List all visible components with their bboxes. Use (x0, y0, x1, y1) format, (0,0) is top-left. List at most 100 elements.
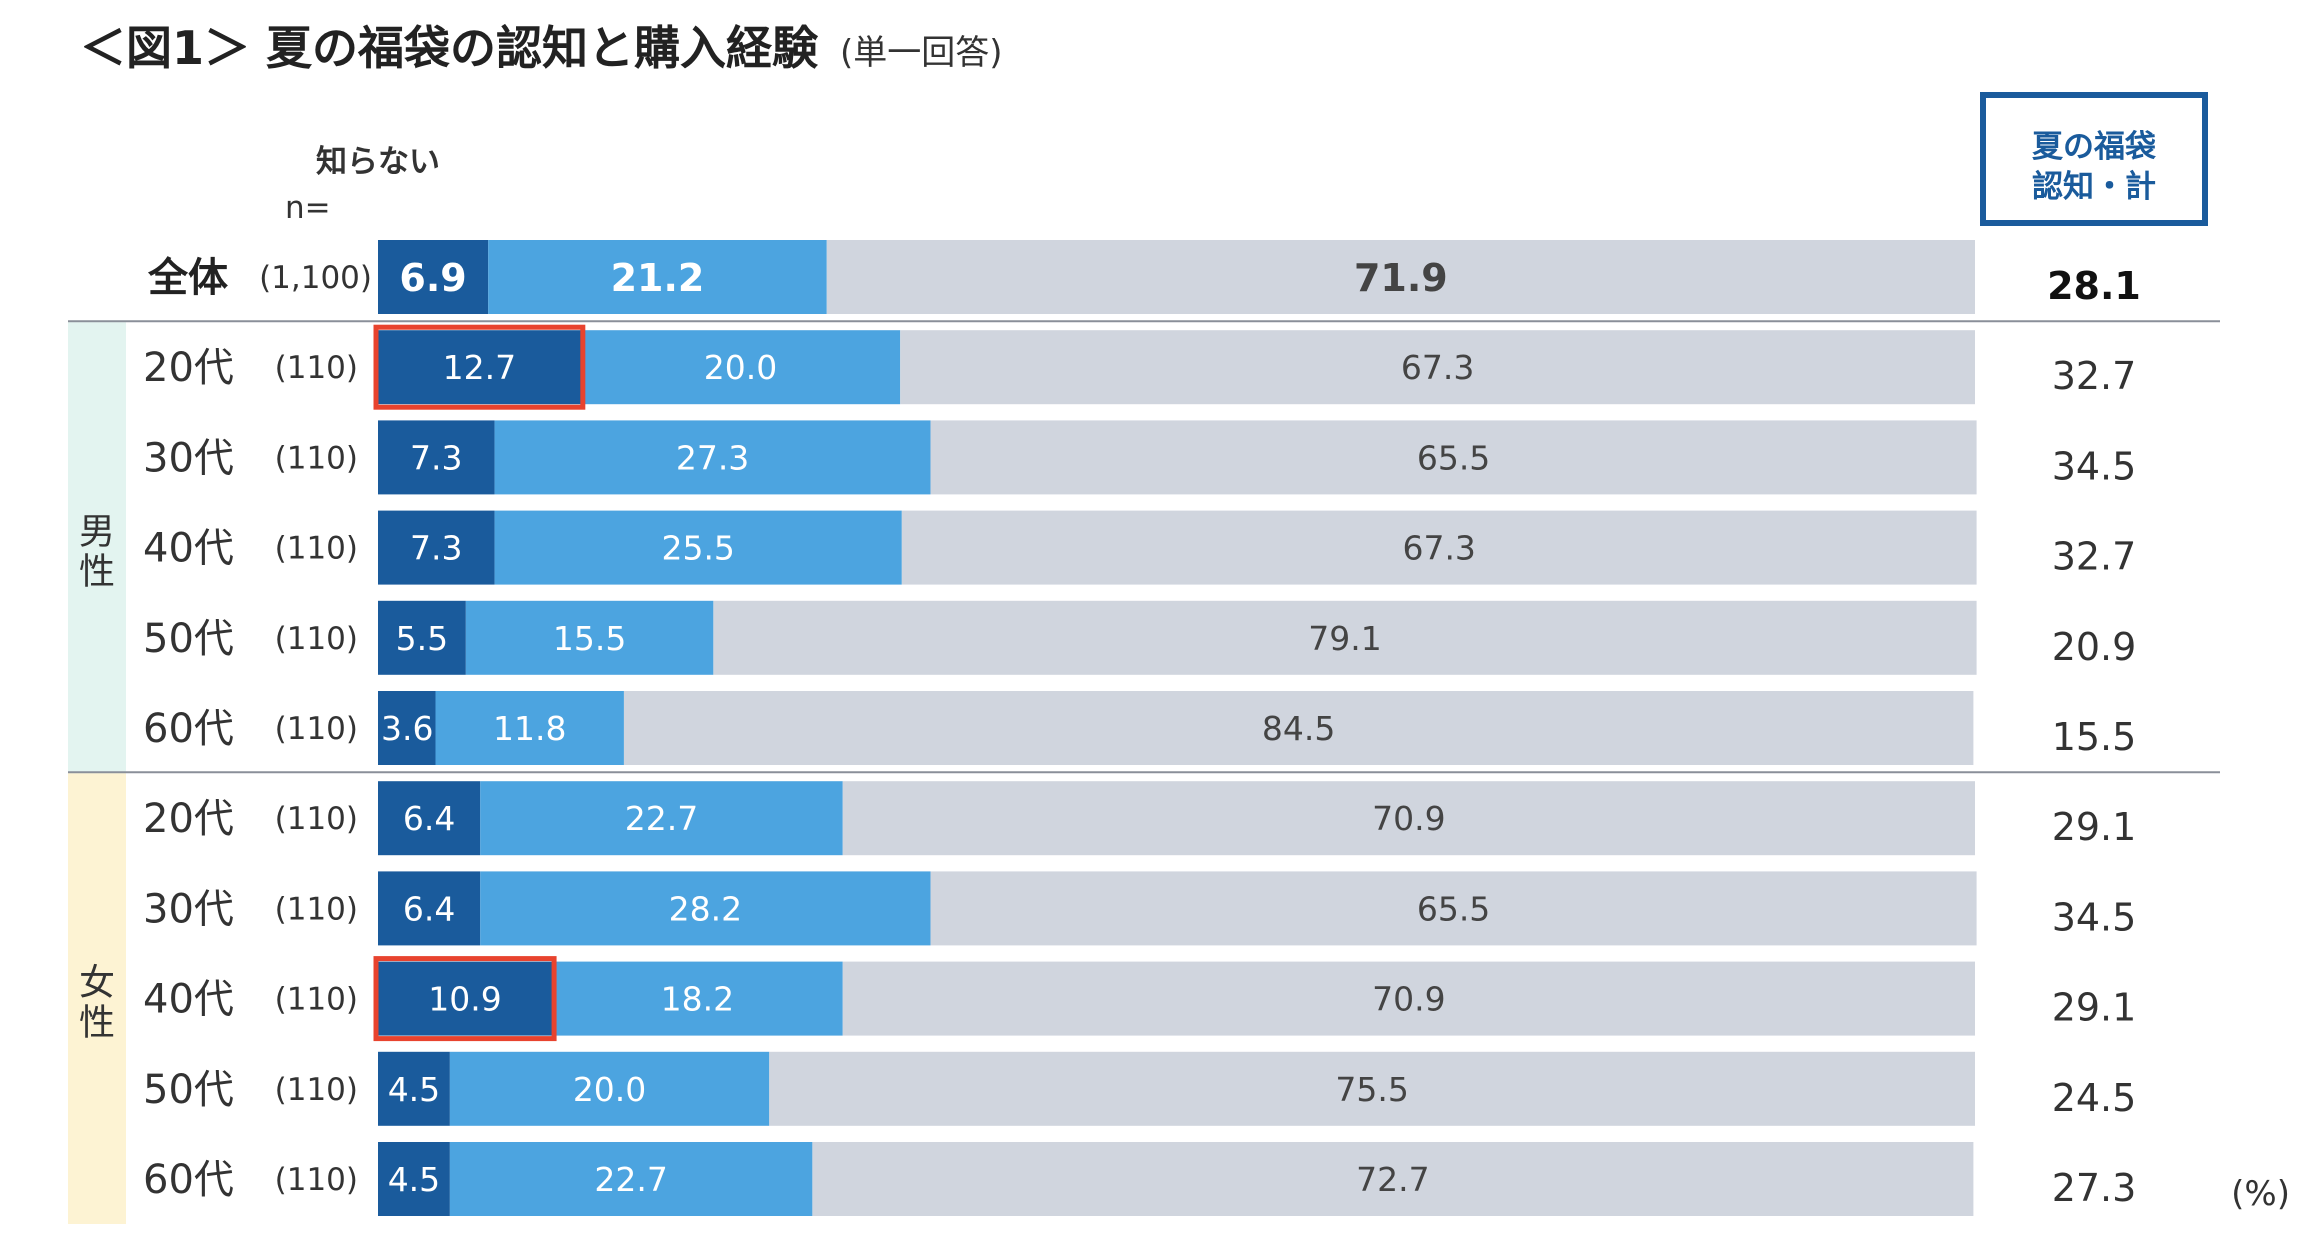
bar-segment-3 (623, 691, 1974, 765)
total-value: 15.5 (2052, 715, 2137, 759)
group-label-char: 女 (79, 963, 115, 1004)
bar-segment-2 (494, 510, 902, 585)
data-label: 20.0 (704, 348, 777, 387)
total-value: 20.9 (2052, 625, 2137, 669)
data-label: 6.9 (399, 256, 466, 300)
data-label: 21.2 (611, 256, 705, 300)
bar-segment-2 (465, 600, 714, 675)
data-label: 6.4 (403, 799, 455, 838)
bar-segment-1 (378, 510, 495, 585)
bar-segment-3 (930, 871, 1977, 946)
data-label: 71.9 (1354, 256, 1448, 300)
bar-segment-3 (930, 420, 1977, 495)
bar-segment-2 (580, 330, 901, 405)
bar-segment-3 (842, 961, 1975, 1036)
data-label: 79.1 (1308, 619, 1381, 658)
row-n: (110) (275, 531, 358, 567)
row-label: 60代 (143, 706, 234, 752)
total-value: 28.1 (2047, 264, 2141, 308)
data-label: 22.7 (594, 1160, 667, 1199)
total-header-box (1980, 92, 2208, 226)
data-label: 70.9 (1372, 980, 1445, 1019)
bar-segment-3 (901, 510, 1977, 585)
bar-segment-1 (378, 240, 489, 314)
bar-segment-3 (769, 1051, 1975, 1126)
data-label: 22.7 (625, 799, 698, 838)
total-value: 34.5 (2052, 444, 2137, 488)
row-n: (110) (275, 440, 358, 476)
chart-title: ＜図1＞ 夏の福袋の認知と購入経験 (80, 21, 819, 75)
bar-segment-3 (826, 240, 1975, 314)
group-label-char: 性 (79, 552, 115, 593)
row-n: (110) (275, 801, 358, 837)
total-value: 24.5 (2052, 1076, 2137, 1120)
n-label: n= (285, 190, 331, 226)
data-label: 11.8 (493, 709, 566, 748)
bar-segment-1 (378, 420, 495, 495)
data-label: 67.3 (1401, 348, 1474, 387)
data-label: 70.9 (1372, 799, 1445, 838)
row-n: (1,100) (259, 260, 372, 296)
bar-segment-1 (378, 1051, 450, 1126)
highlight-box (373, 956, 557, 1042)
total-value: 29.1 (2052, 986, 2137, 1030)
row-label: 20代 (143, 345, 234, 391)
data-label: 7.3 (410, 529, 462, 568)
data-label: 18.2 (661, 980, 734, 1019)
row-label: 60代 (143, 1157, 234, 1203)
data-label: 67.3 (1402, 529, 1475, 568)
row-label: 50代 (143, 1067, 234, 1113)
bar-segment-1 (378, 330, 581, 405)
legend-label-2: 知っているが、買ったことはない (147, 144, 610, 180)
data-label: 7.3 (410, 438, 462, 477)
data-label: 10.9 (428, 980, 501, 1019)
data-label: 65.5 (1417, 889, 1490, 928)
row-n: (110) (275, 891, 358, 927)
row-n: (110) (275, 621, 358, 657)
row-label: 30代 (143, 435, 234, 481)
row-n: (110) (275, 982, 358, 1018)
group-label-char: 男 (79, 512, 115, 553)
row-label: 20代 (143, 796, 234, 842)
data-label: 75.5 (1335, 1070, 1408, 1109)
bar-segment-1 (378, 961, 553, 1036)
bar-segment-1 (378, 600, 466, 675)
row-label: 30代 (143, 886, 234, 932)
data-label: 4.5 (388, 1160, 440, 1199)
data-label: 72.7 (1356, 1160, 1429, 1199)
bar-segment-2 (480, 871, 931, 946)
row-label: 50代 (143, 616, 234, 662)
bar-segment-1 (378, 871, 481, 946)
bar-segment-2 (449, 1142, 813, 1216)
unit-label: (%) (2231, 1174, 2290, 1214)
data-label: 84.5 (1262, 709, 1335, 748)
data-label: 15.5 (553, 619, 626, 658)
bar-segment-3 (812, 1142, 1974, 1216)
bar-segment-1 (378, 781, 481, 856)
data-label: 12.7 (443, 348, 516, 387)
bar-segment-2 (494, 420, 931, 495)
bar-segment-2 (449, 1051, 770, 1126)
group-band-1 (68, 322, 126, 773)
row-n: (110) (275, 711, 358, 747)
total-value: 32.7 (2052, 354, 2137, 398)
row-n: (110) (275, 350, 358, 386)
total-value: 27.3 (2052, 1166, 2137, 1210)
row-label: 40代 (143, 977, 234, 1023)
group-band-2 (68, 773, 126, 1224)
data-label: 3.6 (381, 709, 433, 748)
total-header-line-1: 夏の福袋 (2032, 129, 2156, 165)
data-label: 5.5 (396, 619, 448, 658)
bar-segment-2 (480, 781, 843, 856)
bar-segment-2 (435, 691, 624, 765)
chart-title-note: (単一回答) (840, 33, 1003, 73)
total-value: 34.5 (2052, 895, 2137, 939)
row-n: (110) (275, 1162, 358, 1198)
bar-segment-1 (378, 1142, 450, 1216)
data-label: 27.3 (676, 438, 749, 477)
data-label: 25.5 (661, 529, 734, 568)
group-label-char: 性 (79, 1003, 115, 1044)
bar-segment-3 (713, 600, 1977, 675)
data-label: 20.0 (573, 1070, 646, 1109)
data-label: 6.4 (403, 889, 455, 928)
